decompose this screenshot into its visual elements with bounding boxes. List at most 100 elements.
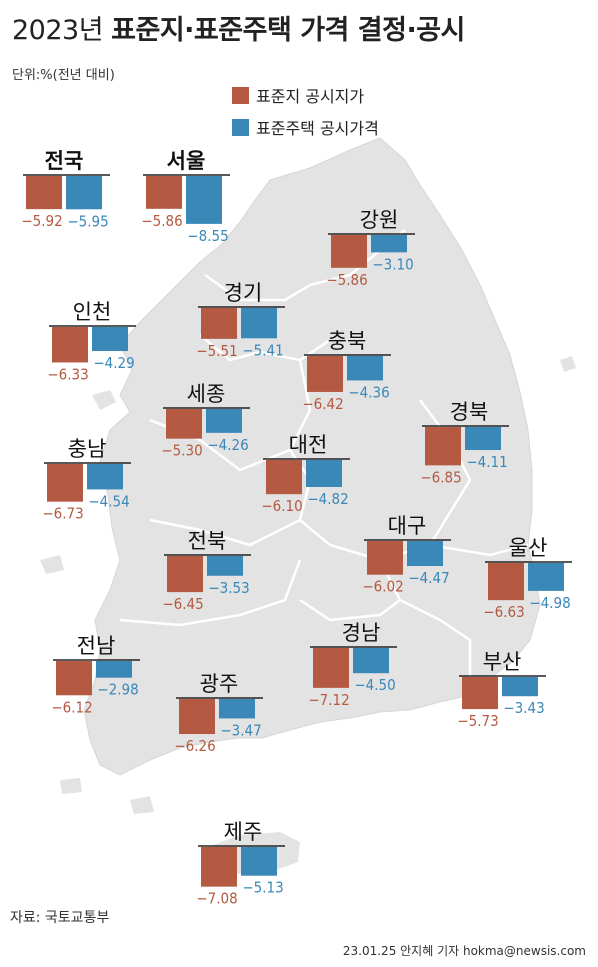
region-name: 강원 bbox=[360, 208, 399, 232]
value-label-land: −7.12 bbox=[308, 691, 349, 709]
value-label-house: −4.29 bbox=[93, 354, 134, 372]
region-name: 경남 bbox=[342, 621, 381, 645]
bar-land bbox=[167, 556, 203, 593]
bar-house bbox=[219, 699, 255, 719]
region-name: 경기 bbox=[224, 281, 263, 305]
credit-label: 23.01.25 안지혜 기자 hokma@newsis.com bbox=[342, 944, 586, 958]
value-label-land: −6.26 bbox=[174, 737, 215, 755]
region-group: 경기 −5.51 −5.41 bbox=[196, 281, 285, 360]
value-label-land: −6.42 bbox=[302, 395, 343, 413]
value-label-house: −4.98 bbox=[529, 594, 570, 612]
value-label-house: −5.95 bbox=[67, 212, 108, 230]
bar-house bbox=[407, 541, 443, 567]
value-label-house: −3.47 bbox=[220, 721, 261, 739]
title-main: 표준지·표준주택 가격 결정·공시 bbox=[111, 15, 465, 46]
region-name: 서울 bbox=[167, 149, 206, 173]
bar-land bbox=[56, 661, 92, 696]
legend-item-house: 표준주택 공시가격 bbox=[232, 115, 379, 139]
value-label-land: −6.63 bbox=[483, 603, 524, 621]
bar-house bbox=[241, 847, 277, 876]
value-label-house: −8.55 bbox=[187, 227, 228, 245]
value-label-house: −4.26 bbox=[207, 436, 248, 454]
island-ulleung bbox=[560, 356, 576, 372]
bar-land bbox=[166, 409, 202, 439]
bar-land bbox=[425, 427, 461, 466]
bar-land bbox=[26, 176, 62, 210]
region-name: 광주 bbox=[200, 672, 239, 696]
value-label-house: −5.13 bbox=[242, 879, 283, 897]
value-label-house: −4.11 bbox=[466, 453, 507, 471]
bar-house bbox=[66, 176, 102, 210]
region-group: 광주 −6.26 −3.47 bbox=[174, 672, 263, 755]
bar-house bbox=[528, 563, 564, 591]
bar-house bbox=[371, 235, 407, 253]
value-label-land: −6.10 bbox=[261, 497, 302, 515]
bar-land bbox=[179, 699, 215, 735]
region-group: 전남 −6.12 −2.98 bbox=[51, 634, 140, 716]
value-label-house: −3.10 bbox=[372, 255, 413, 273]
bar-house bbox=[465, 427, 501, 451]
bar-house bbox=[353, 648, 389, 674]
bar-house bbox=[241, 308, 277, 339]
legend-swatch-land bbox=[232, 86, 249, 104]
value-label-land: −5.51 bbox=[196, 342, 237, 360]
bar-land bbox=[201, 847, 237, 887]
value-label-house: −5.41 bbox=[242, 341, 283, 359]
bars-layer: 전국 −5.92 −5.95 서울 −5.86 −8.55 강원 −5.86 −3.10 인천 −6… bbox=[21, 149, 572, 908]
bar-house bbox=[207, 556, 243, 576]
title-year: 2023년 bbox=[12, 15, 104, 46]
bar-land bbox=[307, 356, 343, 392]
region-group: 대전 −6.10 −4.82 bbox=[261, 433, 350, 515]
bar-house bbox=[186, 176, 222, 224]
value-label-house: −3.53 bbox=[208, 579, 249, 597]
region-name: 전국 bbox=[45, 149, 84, 173]
value-label-land: −5.86 bbox=[141, 212, 182, 230]
bar-land bbox=[201, 308, 237, 339]
bar-land bbox=[488, 563, 524, 601]
region-name: 대구 bbox=[388, 514, 427, 538]
bar-land bbox=[266, 460, 302, 495]
value-label-house: −2.98 bbox=[97, 681, 138, 699]
region-group: 제주 −7.08 −5.13 bbox=[196, 820, 285, 908]
region-group: 강원 −5.86 −3.10 bbox=[326, 208, 415, 289]
legend-item-land: 표준지 공시지가 bbox=[232, 83, 364, 107]
bar-land bbox=[313, 648, 349, 688]
region-name: 울산 bbox=[509, 536, 548, 560]
bar-land bbox=[462, 677, 498, 710]
value-label-land: −5.30 bbox=[161, 442, 202, 460]
value-label-land: −6.33 bbox=[47, 365, 88, 383]
bar-house bbox=[206, 409, 242, 433]
bar-house bbox=[92, 327, 128, 352]
region-group: 전북 −6.45 −3.53 bbox=[162, 529, 251, 613]
region-group: 세종 −5.30 −4.26 bbox=[161, 382, 250, 460]
region-group: 인천 −6.33 −4.29 bbox=[47, 300, 136, 383]
bar-land bbox=[367, 541, 403, 575]
region-group: 충북 −6.42 −4.36 bbox=[302, 329, 391, 413]
region-group: 경남 −7.12 −4.50 bbox=[308, 621, 397, 709]
bar-house bbox=[87, 464, 123, 490]
region-group: 부산 −5.73 −3.43 bbox=[457, 650, 546, 730]
chart-title: 2023년 표준지·표준주택 가격 결정·공시 bbox=[12, 8, 465, 47]
region-name: 제주 bbox=[224, 820, 263, 844]
bar-house bbox=[306, 460, 342, 487]
bar-land bbox=[47, 464, 83, 502]
value-label-land: −6.02 bbox=[362, 578, 403, 596]
value-label-land: −5.86 bbox=[326, 271, 367, 289]
region-name: 전남 bbox=[77, 634, 116, 658]
region-group: 충남 −6.73 −4.54 bbox=[42, 437, 131, 523]
value-label-house: −4.82 bbox=[307, 490, 348, 508]
mainland-shape bbox=[83, 137, 541, 776]
value-label-land: −6.12 bbox=[51, 698, 92, 716]
region-name: 부산 bbox=[483, 650, 522, 674]
source-label: 자료: 국토교통부 bbox=[10, 910, 110, 926]
bar-land bbox=[52, 327, 88, 363]
legend-label-land: 표준지 공시지가 bbox=[256, 87, 365, 106]
value-label-house: −4.36 bbox=[348, 383, 389, 401]
legend-swatch-house bbox=[232, 118, 249, 136]
value-label-house: −4.50 bbox=[354, 676, 395, 694]
region-name: 충남 bbox=[68, 437, 107, 461]
value-label-land: −7.08 bbox=[196, 890, 237, 908]
bar-house bbox=[347, 356, 383, 381]
region-group: 서울 −5.86 −8.55 bbox=[141, 149, 230, 245]
bar-house bbox=[96, 661, 132, 678]
